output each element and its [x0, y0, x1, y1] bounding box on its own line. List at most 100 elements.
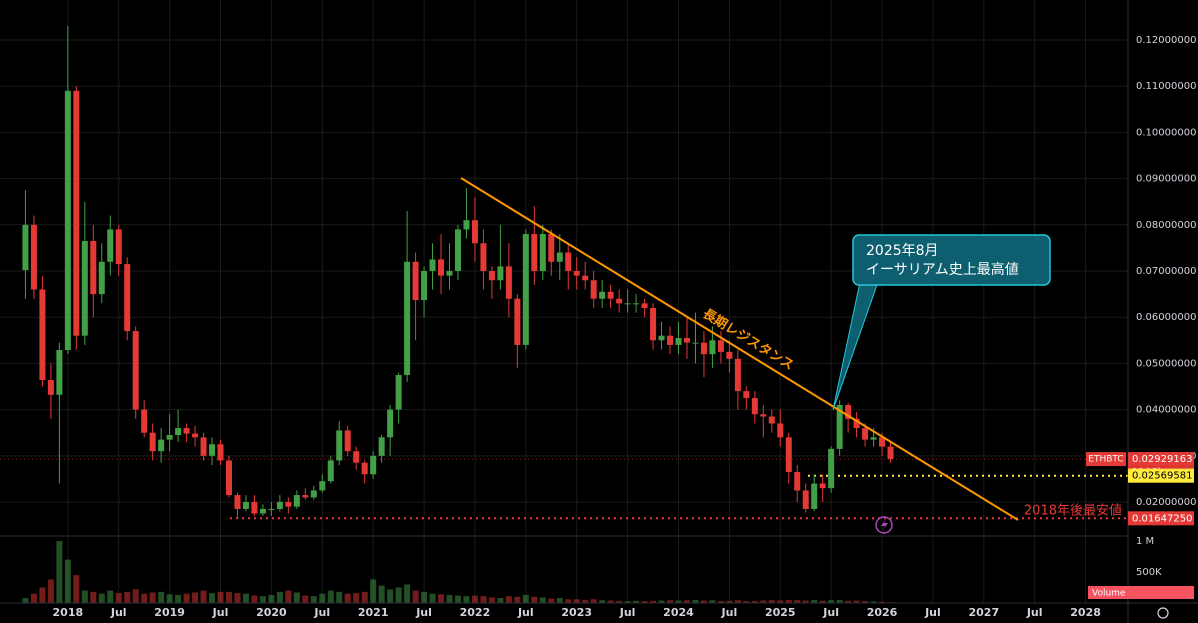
candle-body	[115, 229, 122, 265]
candle-body	[395, 374, 402, 410]
candle-body	[845, 404, 852, 419]
volume-bar	[590, 599, 597, 603]
volume-bar	[90, 591, 97, 603]
candle-body	[522, 234, 529, 345]
candle-body	[641, 303, 648, 308]
candle-body	[454, 229, 461, 272]
candle-body	[56, 350, 63, 395]
volume-bar	[683, 600, 690, 603]
volume-bar	[98, 593, 105, 603]
x-tick-label: 2020	[256, 606, 287, 619]
candle-body	[141, 409, 148, 433]
price-tag-label: 0.01647250	[1132, 513, 1192, 524]
volume-bar	[234, 593, 241, 603]
volume-bar	[438, 594, 445, 603]
volume-bar	[217, 591, 224, 603]
volume-bar	[514, 596, 521, 603]
volume-bar	[531, 596, 538, 603]
volume-bar	[522, 594, 529, 603]
volume-bar	[709, 600, 716, 603]
candle-body	[862, 428, 869, 440]
volume-bar	[141, 593, 148, 603]
price-tag-label: 0.02569581	[1132, 471, 1192, 482]
candle-body	[505, 266, 512, 299]
volume-bar	[556, 598, 563, 603]
candle-body	[709, 340, 716, 355]
candle-body	[683, 338, 690, 343]
volume-bar	[760, 600, 767, 603]
candle-body	[802, 490, 809, 509]
volume-bar	[107, 590, 114, 603]
volume-tick-label: 1 M	[1136, 536, 1154, 547]
candle-body	[327, 460, 334, 482]
candle-body	[200, 437, 207, 456]
candle-body	[497, 266, 504, 281]
volume-bar	[641, 601, 648, 603]
candle-body	[556, 252, 563, 262]
callout-box	[852, 234, 1051, 286]
x-tick-label: 2028	[1070, 606, 1101, 619]
candle-body	[192, 433, 199, 438]
symbol-tag-bg	[1086, 452, 1126, 467]
candle-body	[276, 502, 283, 509]
settings-button[interactable]	[1157, 607, 1169, 619]
candle-body	[539, 234, 546, 272]
candle-body	[446, 271, 453, 276]
candle-body	[39, 289, 46, 381]
candle-body	[751, 398, 758, 415]
candle-body	[565, 252, 572, 272]
volume-bar	[726, 600, 733, 603]
candle-body	[471, 220, 478, 244]
volume-bar	[387, 589, 394, 603]
volume-bar	[599, 600, 606, 603]
candle-body	[242, 502, 249, 509]
volume-bar	[743, 601, 750, 603]
candle-body	[887, 446, 894, 460]
volume-bar	[853, 600, 860, 603]
candle-body	[361, 462, 368, 475]
candle-body	[667, 335, 674, 345]
volume-tag-bg	[1088, 586, 1194, 599]
volume-bar	[836, 599, 843, 603]
candle-body	[404, 261, 411, 375]
candle-body	[217, 444, 224, 461]
event-icon[interactable]	[875, 516, 893, 534]
volume-bar	[785, 599, 792, 603]
volume-bar	[242, 593, 249, 603]
volume-bar	[717, 601, 724, 603]
candle-body	[870, 437, 877, 440]
volume-bar	[616, 600, 623, 603]
volume-name: Volume	[1092, 589, 1126, 599]
volume-bar	[777, 600, 784, 603]
callout-text: 2025年8月	[866, 243, 939, 259]
volume-bar	[302, 595, 309, 603]
volume-bar	[471, 595, 478, 603]
x-tick-label: 2026	[867, 606, 898, 619]
volume-bar	[310, 596, 317, 603]
candle-body	[879, 437, 886, 447]
x-tick-label: Jul	[924, 606, 941, 619]
x-tick-label: Jul	[822, 606, 839, 619]
candle-body	[777, 423, 784, 438]
y-tick-label: 0.05000000	[1136, 358, 1196, 369]
volume-bar	[633, 600, 640, 603]
volume-bar	[175, 594, 182, 603]
volume-bar	[251, 595, 258, 603]
volume-bar	[166, 594, 173, 603]
candle-body	[794, 471, 801, 491]
candle-body	[743, 391, 750, 399]
x-tick-label: 2023	[561, 606, 592, 619]
volume-bar	[811, 599, 818, 603]
price-tag-bg	[1128, 511, 1194, 526]
candle-body	[132, 331, 139, 410]
volume-bar	[539, 597, 546, 603]
y-tick-label: 0.11000000	[1136, 81, 1196, 92]
candle-body	[344, 430, 351, 452]
volume-bar	[344, 593, 351, 603]
candle-body	[514, 298, 521, 345]
candle-body	[30, 224, 37, 290]
candle-body	[717, 340, 724, 352]
volume-bar	[658, 600, 665, 603]
candle-body	[836, 404, 843, 449]
